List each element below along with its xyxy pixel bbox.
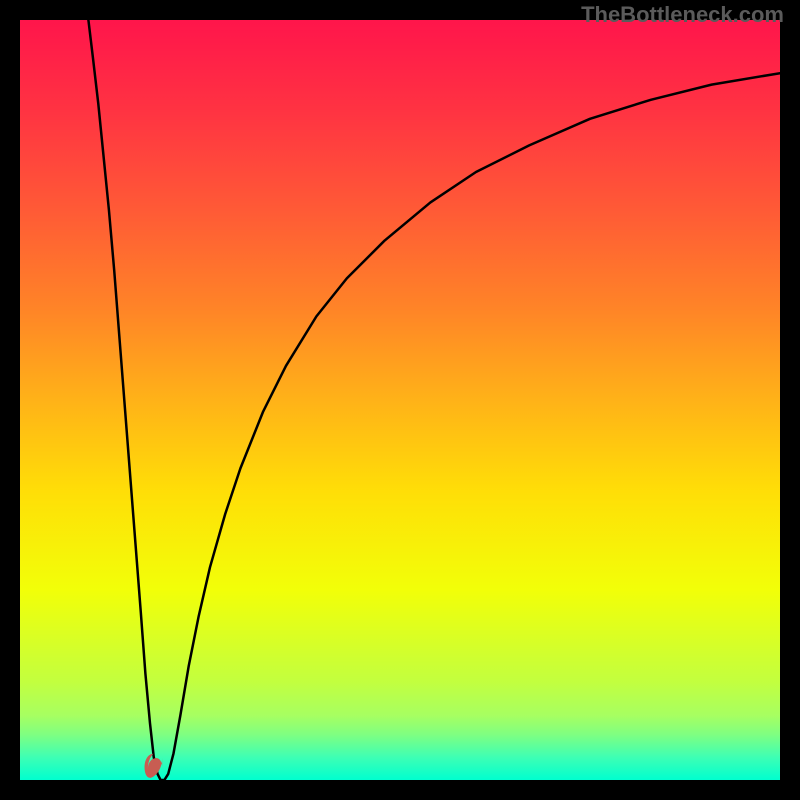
bottleneck-chart: TheBottleneck.com: [0, 0, 800, 800]
chart-gradient-rect: [20, 20, 780, 780]
chart-plot-area: [20, 20, 780, 780]
chart-svg: [20, 20, 780, 780]
watermark-text: TheBottleneck.com: [581, 2, 784, 28]
